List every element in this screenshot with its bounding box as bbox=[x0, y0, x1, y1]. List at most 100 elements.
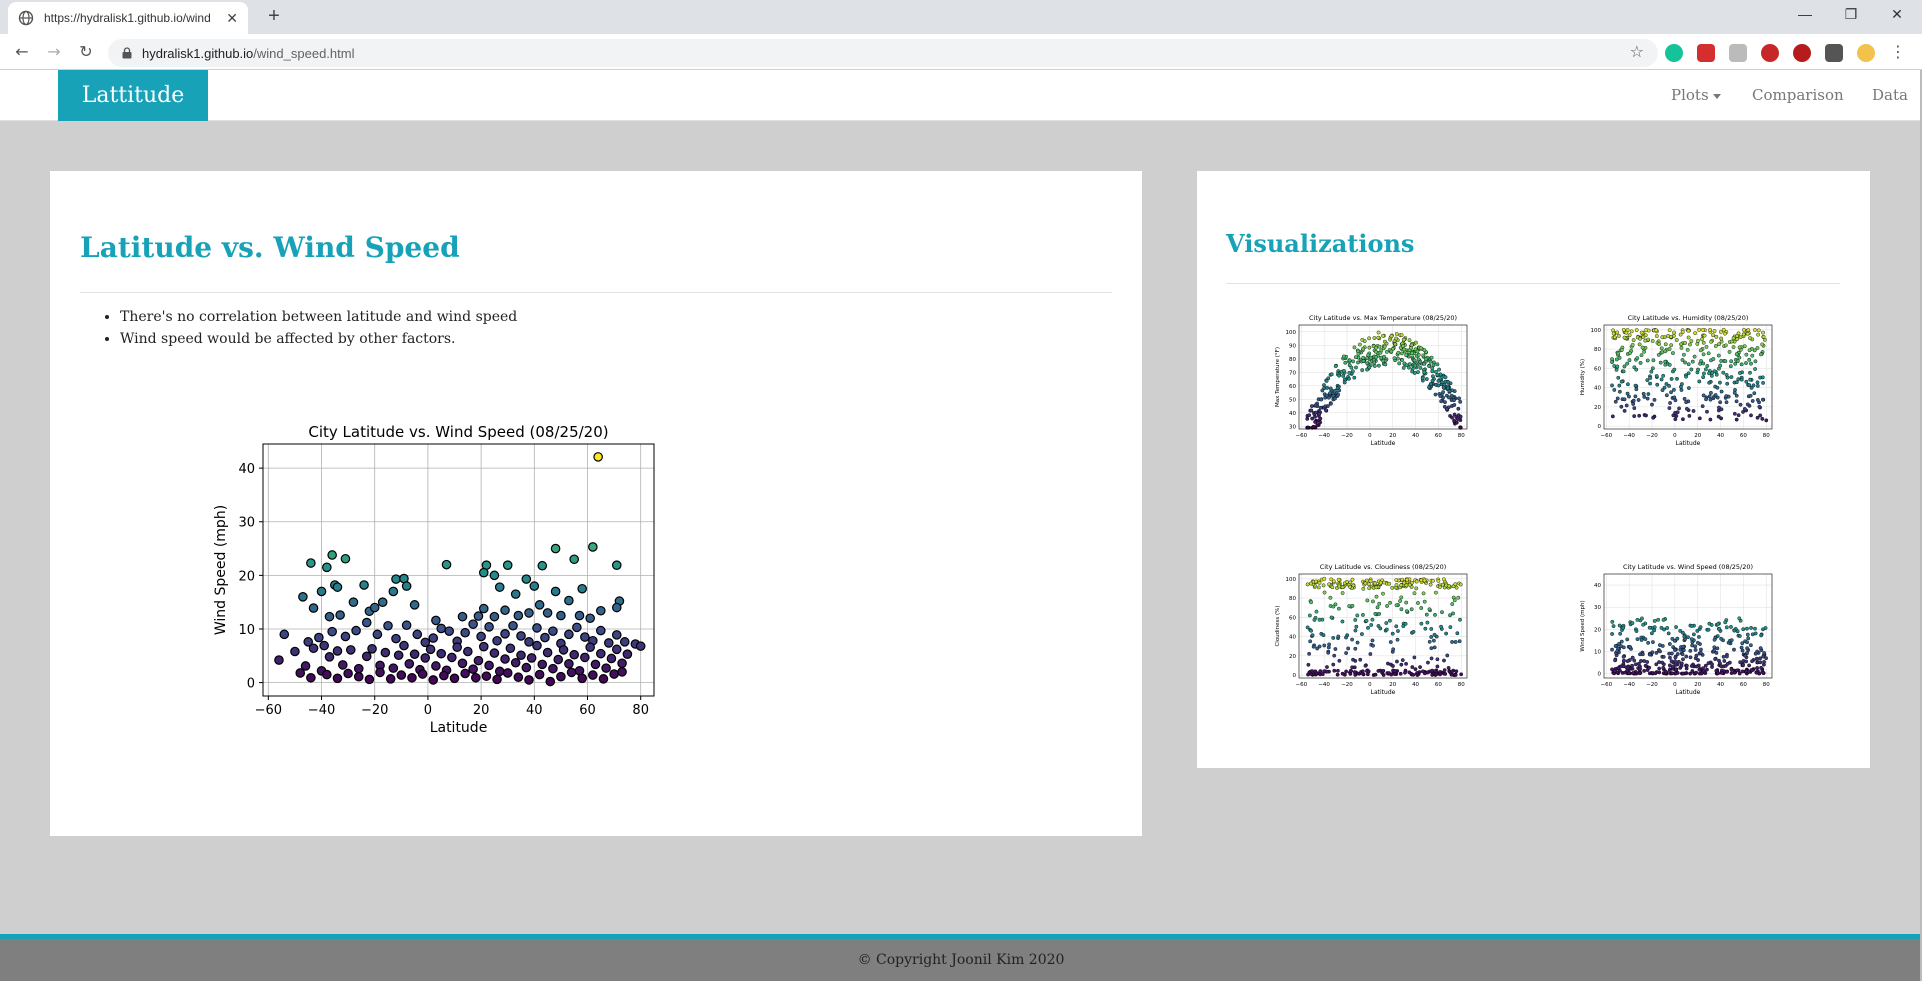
thumbnail-point bbox=[1400, 358, 1405, 362]
x-tick-label: 80 bbox=[1458, 433, 1465, 439]
thumbnail-point bbox=[1755, 384, 1760, 388]
thumbnail-point bbox=[1629, 329, 1634, 334]
thumbnail-point bbox=[1652, 625, 1657, 630]
puzzle-icon[interactable] bbox=[1825, 44, 1843, 62]
thumbnail-point bbox=[1333, 364, 1338, 369]
nav-data-link[interactable]: Data bbox=[1872, 86, 1908, 104]
thumbnail-point bbox=[1761, 330, 1765, 335]
back-icon[interactable]: ← bbox=[15, 42, 29, 61]
humidity-thumbnail[interactable]: City Latitude vs. Humidity (08/25/20) −60… bbox=[1562, 309, 1792, 467]
minimize-button[interactable]: — bbox=[1798, 6, 1812, 22]
data-point bbox=[609, 669, 619, 679]
thumbnail-point bbox=[1428, 582, 1433, 587]
thumbnail-point bbox=[1379, 348, 1384, 353]
thumbnail-point bbox=[1452, 418, 1457, 423]
forward-icon[interactable]: → bbox=[47, 42, 61, 61]
thumbnail-point bbox=[1424, 377, 1429, 381]
data-point bbox=[635, 641, 646, 651]
nav-comparison-link[interactable]: Comparison bbox=[1752, 86, 1844, 104]
wind-speed-thumbnail[interactable]: City Latitude vs. Wind Speed (08/25/20) −… bbox=[1562, 558, 1792, 716]
thumbnail-point bbox=[1740, 641, 1745, 646]
thumbnail-point bbox=[1410, 665, 1415, 670]
cloudiness-thumbnail[interactable]: City Latitude vs. Cloudiness (08/25/20) −… bbox=[1257, 558, 1487, 716]
thumbnail-point bbox=[1404, 600, 1409, 605]
new-tab-button[interactable]: + bbox=[268, 5, 280, 27]
thumbnail-point bbox=[1399, 351, 1404, 356]
data-point bbox=[601, 663, 611, 673]
profile-avatar[interactable] bbox=[1857, 44, 1875, 62]
thumbnail-point bbox=[1315, 646, 1320, 651]
page-scrollbar[interactable] bbox=[1920, 70, 1922, 981]
red-extension-icon-2[interactable] bbox=[1793, 44, 1811, 62]
brand-link[interactable]: Lattitude bbox=[58, 70, 208, 121]
thumbnail-point bbox=[1708, 417, 1713, 422]
reload-icon[interactable]: ↻ bbox=[79, 42, 93, 61]
tab-close-icon[interactable]: ✕ bbox=[226, 9, 238, 26]
thumbnail-point bbox=[1331, 604, 1336, 609]
data-point bbox=[436, 623, 447, 634]
thumbnail-point bbox=[1616, 351, 1620, 356]
thumbnail-point bbox=[1736, 331, 1741, 336]
thumbnail-point bbox=[1621, 625, 1626, 630]
more-menu-icon[interactable]: ⋮ bbox=[1890, 42, 1906, 61]
thumbnail-point bbox=[1416, 601, 1420, 605]
thumbnail-point bbox=[1761, 654, 1766, 659]
url-text: hydralisk1.github.io/wind_speed.html bbox=[142, 46, 354, 61]
address-bar[interactable]: hydralisk1.github.io/wind_speed.html ☆ bbox=[108, 39, 1658, 67]
data-point bbox=[439, 670, 449, 681]
grammarly-extension-icon[interactable] bbox=[1665, 44, 1683, 62]
max-temperature-thumbnail[interactable]: City Latitude vs. Max Temperature (08/25… bbox=[1257, 309, 1487, 467]
thumbnail-point bbox=[1331, 579, 1336, 584]
thumbnail-point bbox=[1749, 385, 1754, 390]
data-point bbox=[548, 663, 558, 674]
thumbnail-point bbox=[1643, 338, 1648, 343]
thumbnail-point bbox=[1688, 648, 1693, 653]
thumbnail-point bbox=[1366, 582, 1371, 586]
thumbnail-point bbox=[1679, 661, 1684, 666]
thumbnail-point bbox=[1610, 619, 1615, 624]
bookmark-star-icon[interactable]: ☆ bbox=[1629, 42, 1644, 61]
data-point bbox=[314, 632, 324, 643]
bookmark-extension-icon[interactable] bbox=[1697, 44, 1715, 62]
screen-extension-icon[interactable] bbox=[1729, 44, 1747, 62]
thumbnail-point bbox=[1758, 656, 1763, 661]
window-close-button[interactable]: ✕ bbox=[1891, 6, 1903, 22]
thumbnail-point bbox=[1412, 358, 1417, 363]
thumbnail-point bbox=[1675, 376, 1679, 381]
red-extension-icon[interactable] bbox=[1761, 44, 1779, 62]
data-point bbox=[585, 613, 595, 624]
thumbnail-point bbox=[1719, 407, 1724, 412]
thumbnail-point bbox=[1422, 361, 1427, 366]
data-point bbox=[484, 622, 494, 632]
thumbnail-point bbox=[1348, 671, 1353, 676]
thumbnail-point bbox=[1416, 357, 1421, 362]
data-point bbox=[529, 581, 540, 591]
thumbnail-point bbox=[1633, 662, 1638, 667]
thumbnail-point bbox=[1396, 629, 1400, 633]
thumbnail-point bbox=[1384, 349, 1389, 354]
thumbnail-point bbox=[1657, 666, 1662, 671]
thumbnail-point bbox=[1741, 410, 1745, 414]
restore-button[interactable]: ❐ bbox=[1844, 6, 1858, 22]
thumbnail-point bbox=[1695, 342, 1700, 346]
thumbnail-point bbox=[1358, 657, 1363, 662]
thumbnail-point bbox=[1425, 620, 1430, 625]
thumbnail-point bbox=[1708, 328, 1712, 332]
thumbnail-point bbox=[1758, 660, 1763, 665]
thumbnail-point bbox=[1439, 399, 1444, 404]
thumbnail-point bbox=[1638, 336, 1642, 341]
x-tick-label: −40 bbox=[1318, 433, 1330, 439]
browser-tab[interactable]: https://hydralisk1.github.io/wind ✕ bbox=[8, 2, 248, 34]
thumbnail-point bbox=[1744, 379, 1749, 384]
thumbnail-point bbox=[1612, 669, 1617, 673]
thumbnail-point bbox=[1621, 654, 1626, 659]
x-axis-label: Latitude bbox=[430, 720, 488, 736]
thumbnail-point bbox=[1322, 590, 1327, 595]
x-tick-label: 20 bbox=[473, 703, 490, 718]
thumbnail-point bbox=[1631, 338, 1636, 342]
thumbnail-point bbox=[1318, 405, 1323, 410]
thumbnail-point bbox=[1762, 651, 1767, 655]
thumbnail-point bbox=[1760, 416, 1765, 421]
thumbnail-point bbox=[1670, 671, 1675, 676]
nav-plots-dropdown[interactable]: Plots bbox=[1671, 86, 1721, 104]
